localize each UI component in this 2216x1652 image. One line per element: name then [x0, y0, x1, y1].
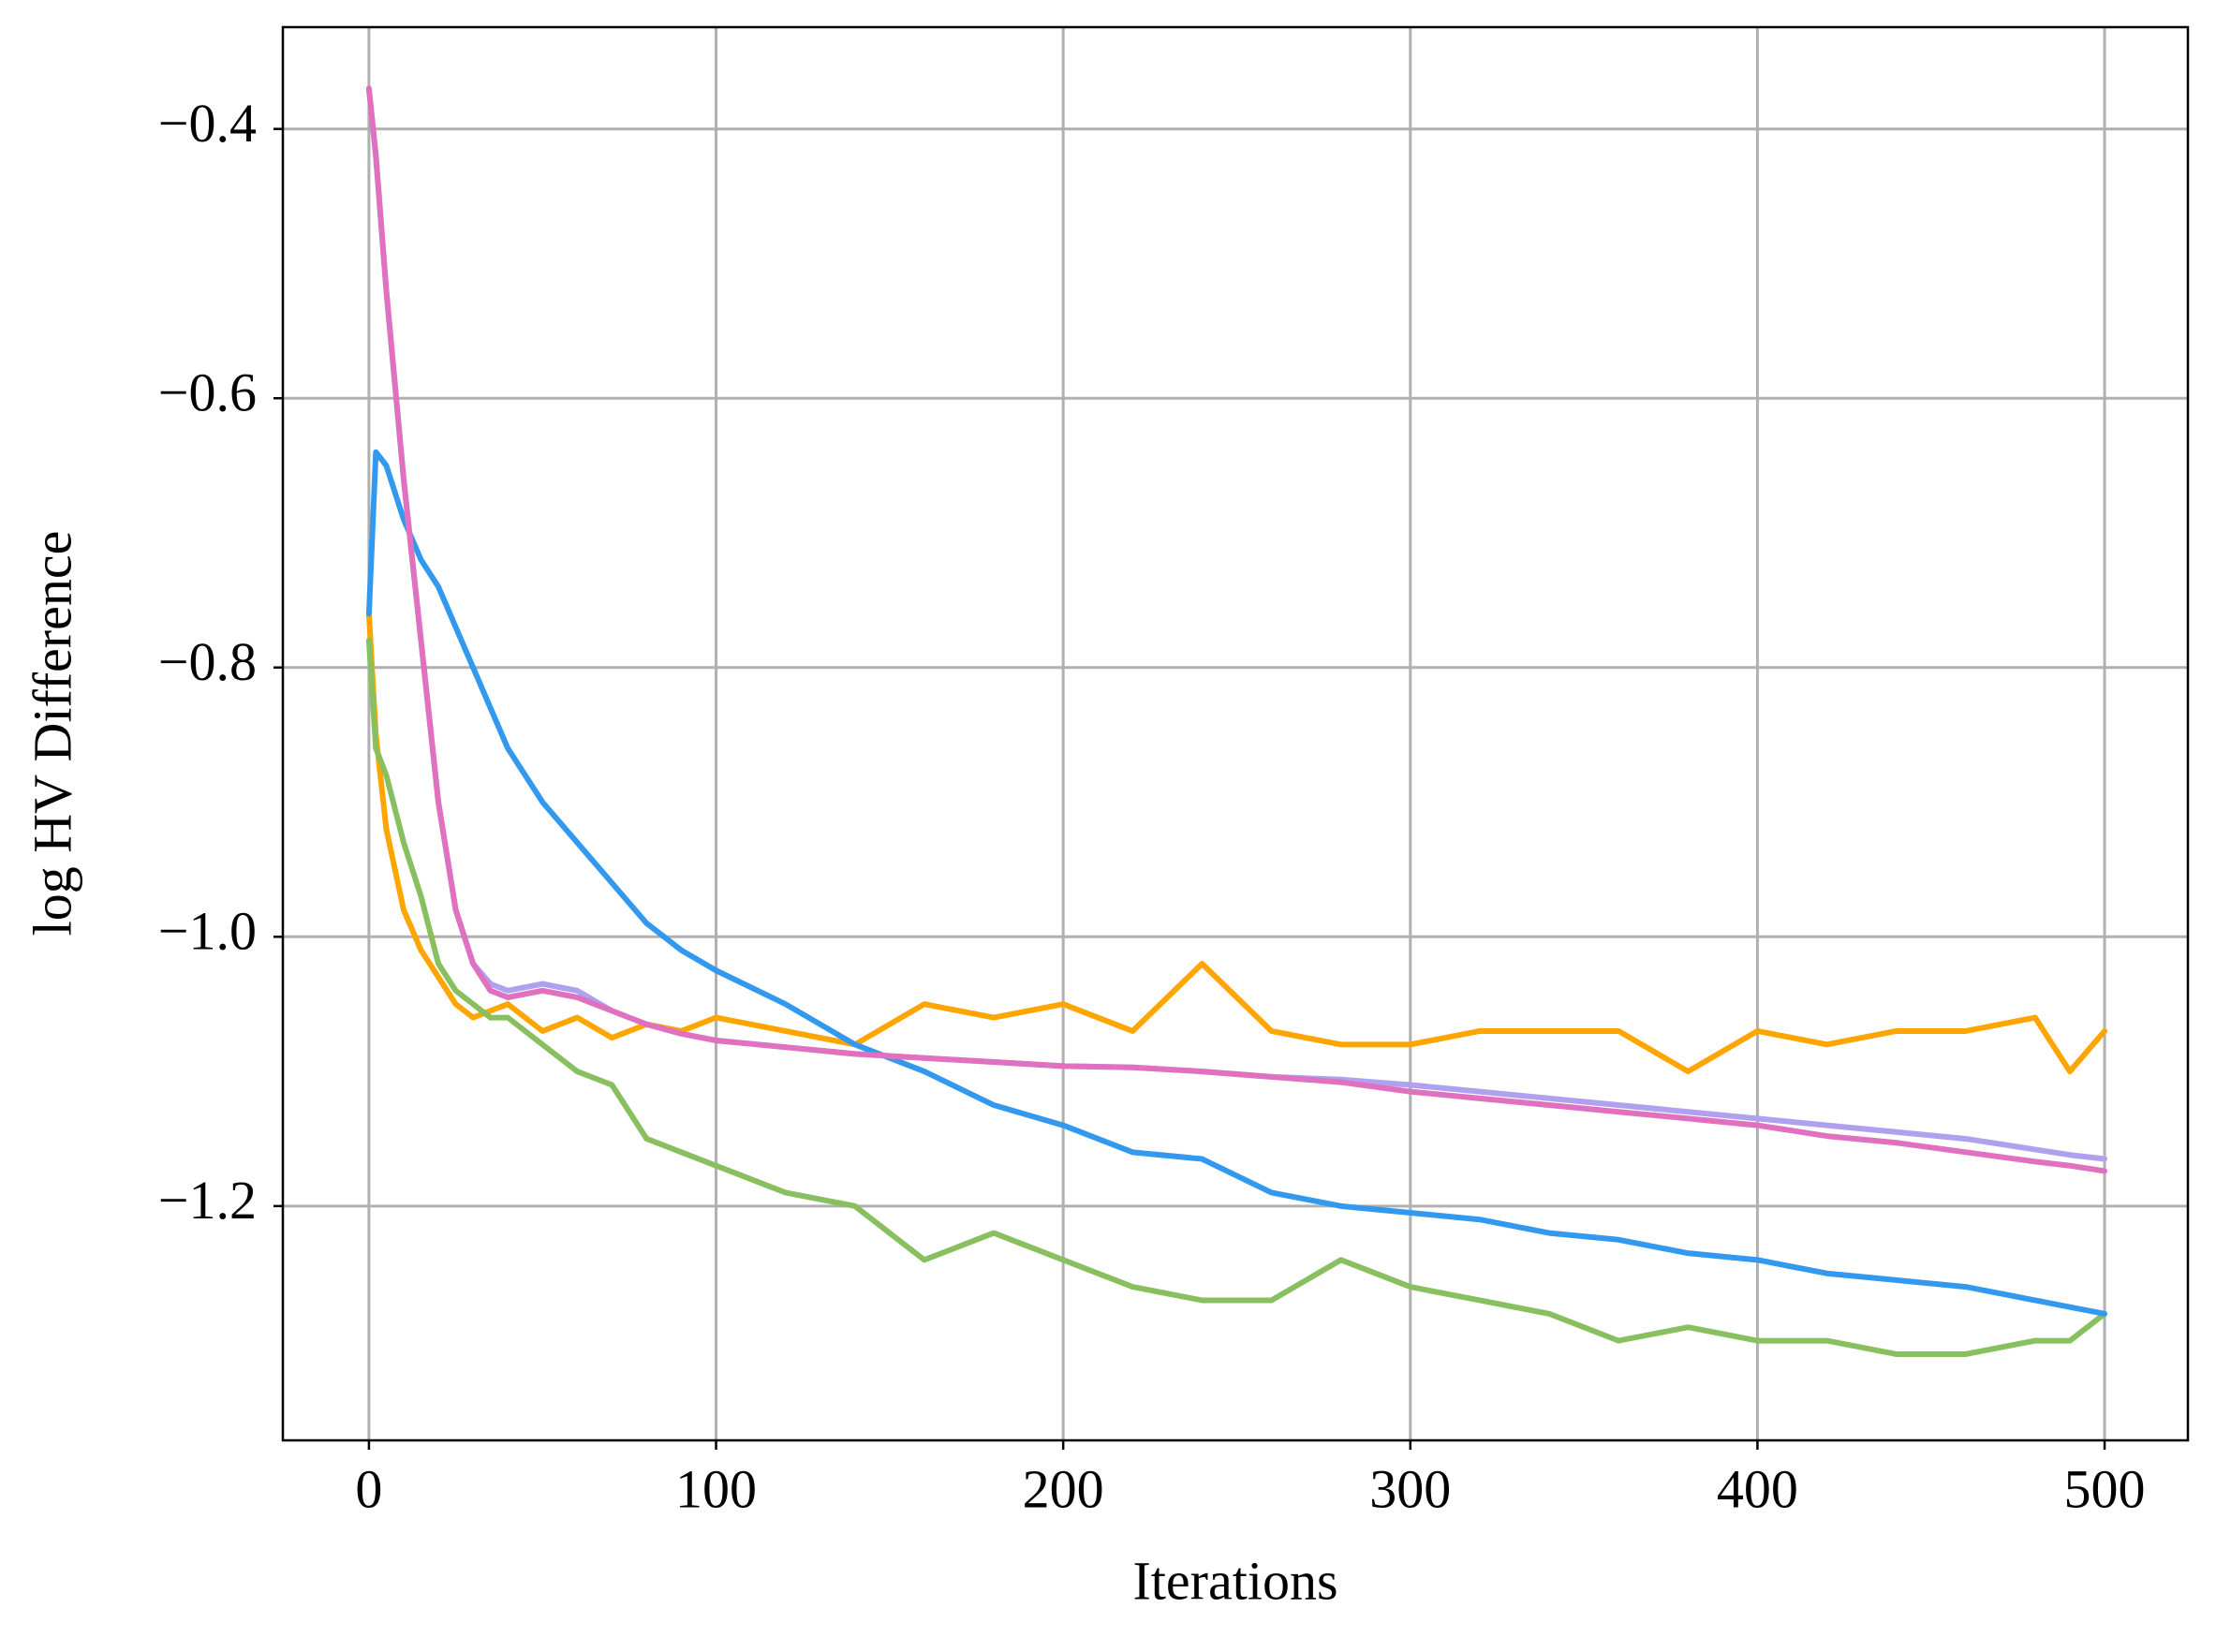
x-tick-label: 0: [355, 1458, 382, 1519]
y-axis-label: log HV Difference: [22, 531, 82, 937]
x-tick-label: 400: [1717, 1458, 1798, 1519]
plot-frame: [281, 25, 2190, 1442]
x-tick-label: 200: [1023, 1458, 1104, 1519]
series-line: [365, 611, 2108, 1075]
series-line: [365, 85, 2108, 1174]
y-tick-label: −0.4: [158, 93, 257, 154]
y-tick-label: −1.0: [158, 901, 257, 962]
y-tick-label: −0.8: [158, 631, 257, 692]
grid: [283, 27, 2188, 1440]
x-tick-label: 300: [1369, 1458, 1451, 1519]
x-tick-label: 100: [675, 1458, 757, 1519]
y-tick-label: −1.2: [158, 1170, 257, 1231]
series-line: [365, 449, 2108, 1317]
x-tick-label: 500: [2064, 1458, 2146, 1519]
x-axis-label: Iterations: [1132, 1550, 1337, 1611]
series-line: [365, 638, 2108, 1357]
y-tick-label: −0.6: [158, 362, 257, 423]
lines: [365, 85, 2108, 1357]
